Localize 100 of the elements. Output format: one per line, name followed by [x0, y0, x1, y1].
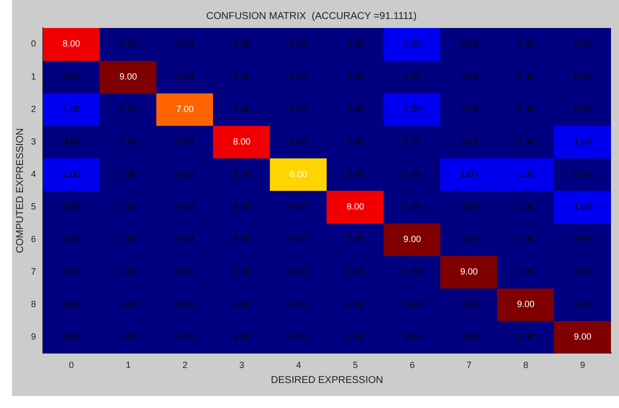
data-label: 0.00 — [517, 136, 535, 146]
data-label: 0.00 — [290, 136, 308, 146]
data-label: 0.00 — [176, 201, 194, 212]
data-label: 0.00 — [517, 331, 535, 342]
data-label: 1.00 — [62, 168, 80, 179]
data-label: 0.00 — [119, 234, 137, 244]
data-label: 0.00 — [346, 331, 364, 342]
data-label: 0.00 — [517, 38, 535, 49]
x-tick-label: 1 — [126, 360, 131, 370]
data-label: 0.00 — [233, 201, 251, 212]
x-tick-label: 6 — [410, 360, 415, 370]
data-label: 1.00 — [574, 201, 592, 212]
data-label: 0.00 — [290, 38, 308, 49]
data-label: 9.00 — [460, 266, 478, 276]
data-label: 0.00 — [176, 168, 194, 179]
data-label: 0.00 — [119, 136, 137, 146]
data-label: 0.00 — [62, 234, 80, 244]
data-label: 1.00 — [517, 168, 535, 179]
data-label: 0.00 — [403, 71, 421, 82]
data-label: 0.00 — [233, 168, 251, 179]
data-label: 0.00 — [290, 331, 308, 342]
data-label: 0.00 — [233, 38, 251, 49]
data-label: 0.00 — [517, 266, 535, 276]
data-label: 0.00 — [403, 266, 421, 276]
data-label: 0.00 — [176, 331, 194, 342]
x-tick-label: 3 — [239, 360, 244, 370]
data-label: 0.00 — [233, 266, 251, 276]
y-tick-label: 1 — [30, 71, 36, 82]
y-tick-label: 5 — [30, 201, 36, 212]
data-label: 8.00 — [346, 201, 364, 212]
data-label: 0.00 — [403, 168, 421, 179]
y-tick-label: 0 — [30, 38, 36, 49]
data-label: 0.00 — [517, 201, 535, 212]
data-label: 0.00 — [517, 104, 535, 114]
data-label: 0.00 — [233, 298, 251, 309]
data-label: 0.00 — [176, 298, 194, 309]
data-label: 0.00 — [290, 298, 308, 309]
data-label: 0.00 — [176, 38, 194, 49]
data-label: 9.00 — [403, 234, 421, 244]
data-label: 0.00 — [176, 71, 194, 82]
data-label: 0.00 — [517, 71, 535, 82]
data-label: 0.00 — [119, 104, 137, 114]
data-label: 0.00 — [403, 298, 421, 309]
data-label: 0.00 — [460, 298, 478, 309]
data-label: 0.00 — [119, 298, 137, 309]
data-label: 1.00 — [403, 104, 421, 114]
data-label: 0.00 — [346, 71, 364, 82]
data-label: 0.00 — [62, 298, 80, 309]
data-label: 0.00 — [233, 331, 251, 342]
data-label: 0.00 — [62, 266, 80, 276]
data-label: 0.00 — [460, 38, 478, 49]
data-label: 0.00 — [119, 201, 137, 212]
y-tick-label: 4 — [30, 168, 36, 179]
data-label: 0.00 — [62, 136, 80, 146]
data-label: 0.00 — [346, 104, 364, 114]
data-label: 0.00 — [290, 104, 308, 114]
data-label: 7.00 — [176, 104, 194, 114]
data-label: 0.00 — [460, 136, 478, 146]
data-label: 0.00 — [517, 234, 535, 244]
data-label: 0.00 — [346, 168, 364, 179]
data-label: 8.00 — [233, 136, 251, 146]
y-axis-title: COMPUTED EXPRESSION — [14, 128, 26, 254]
data-label: 0.00 — [460, 331, 478, 342]
data-label: 0.00 — [460, 104, 478, 114]
data-label: 0.00 — [290, 234, 308, 244]
x-tick-label: 9 — [580, 360, 586, 370]
x-tick-label: 2 — [182, 360, 188, 370]
y-tick-label: 6 — [30, 234, 36, 244]
data-label: 1.00 — [460, 168, 478, 179]
data-label: 0.00 — [290, 201, 308, 212]
y-tick-label: 9 — [30, 331, 36, 342]
data-label: 0.00 — [346, 136, 364, 146]
data-label: 0.00 — [233, 71, 251, 82]
data-label: 0.00 — [290, 266, 308, 276]
data-label: 0.00 — [574, 266, 592, 276]
x-tick-label: 0 — [68, 360, 74, 370]
data-label: 0.00 — [119, 168, 137, 179]
y-tick-label: 2 — [30, 104, 36, 114]
data-label: 0.00 — [403, 331, 421, 342]
x-tick-label: 5 — [352, 360, 358, 370]
data-label: 0.00 — [233, 104, 251, 114]
y-tick-label: 8 — [30, 298, 36, 309]
data-label: 0.00 — [176, 234, 194, 244]
chart-title: CONFUSION MATRIX (ACCURACY =91.1111) — [206, 10, 417, 22]
x-axis-title: DESIRED EXPRESSION — [270, 374, 384, 386]
y-tick-label: 7 — [30, 266, 36, 276]
data-label: 0.00 — [176, 266, 194, 276]
data-label: 6.00 — [290, 168, 308, 179]
data-label: 9.00 — [574, 331, 592, 342]
data-label: 8.00 — [62, 38, 80, 49]
data-label: 1.00 — [62, 104, 80, 114]
x-tick-label: 7 — [466, 360, 472, 370]
data-label: 9.00 — [119, 71, 137, 82]
data-label: 0.00 — [62, 331, 80, 342]
y-tick-label: 3 — [30, 136, 36, 146]
data-label: 0.00 — [403, 201, 421, 212]
data-label: 0.00 — [346, 234, 364, 244]
data-label: 0.00 — [574, 104, 592, 114]
data-label: 0.00 — [574, 234, 592, 244]
data-label: 0.00 — [574, 38, 592, 49]
